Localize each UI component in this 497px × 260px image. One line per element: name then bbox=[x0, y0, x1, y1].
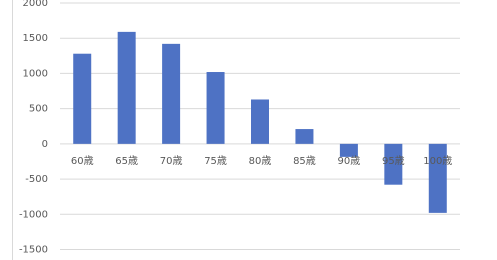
y-tick-label: 2000 bbox=[23, 0, 48, 9]
bar bbox=[251, 99, 269, 144]
y-tick-label: 1000 bbox=[23, 68, 48, 79]
x-tick-label: 85歳 bbox=[293, 155, 316, 167]
bar bbox=[428, 143, 447, 213]
y-tick-label: 0 bbox=[42, 139, 48, 150]
y-tick-label: -500 bbox=[25, 174, 48, 185]
y-tick-label: -1500 bbox=[19, 245, 48, 256]
x-tick-label: 90歳 bbox=[338, 155, 361, 167]
x-tick-label: 75歳 bbox=[204, 155, 227, 167]
y-tick-label: -1000 bbox=[19, 209, 48, 220]
bar bbox=[295, 129, 314, 144]
bar bbox=[117, 31, 136, 144]
x-tick-label: 95歳 bbox=[382, 155, 405, 167]
y-tick-label: 1500 bbox=[23, 33, 48, 44]
bar bbox=[162, 43, 181, 144]
x-tick-label: 100歳 bbox=[423, 155, 452, 167]
x-tick-label: 80歳 bbox=[249, 155, 272, 167]
bar bbox=[206, 72, 225, 144]
bar bbox=[73, 53, 92, 144]
x-tick-label: 60歳 bbox=[71, 155, 94, 167]
bar bbox=[384, 143, 403, 185]
x-tick-label: 65歳 bbox=[115, 155, 138, 167]
bar bbox=[339, 143, 358, 157]
x-tick-label: 70歳 bbox=[160, 155, 183, 167]
y-tick-label: 500 bbox=[29, 104, 48, 115]
